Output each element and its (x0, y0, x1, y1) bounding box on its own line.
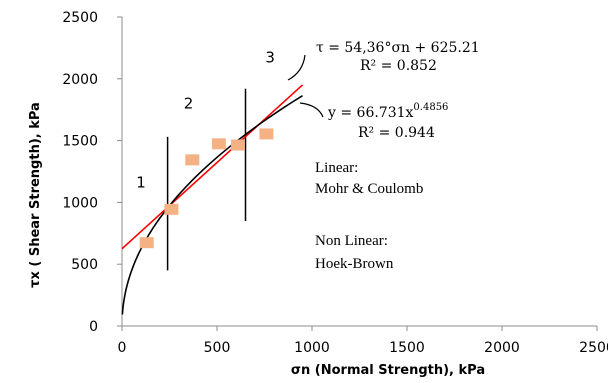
region-number: 3 (265, 49, 275, 67)
data-points (139, 128, 274, 249)
y-tick-label: 1500 (62, 134, 98, 150)
x-tick-label: 2500 (579, 340, 608, 356)
power-equation: y = 66.731x0.4856 (327, 102, 448, 121)
y-tick-label: 2500 (62, 10, 98, 26)
power-r-squared: R² = 0.944 (358, 125, 435, 141)
note-nonlinear-method: Hoek-Brown (315, 256, 394, 272)
region-number: 2 (184, 94, 194, 112)
y-tick-label: 1000 (62, 195, 98, 211)
x-axis-title: σn (Normal Strength), kPa (291, 363, 485, 378)
data-point (211, 138, 226, 150)
linear-equation: τ = 54,36°σn + 625.21 (316, 40, 480, 56)
linear-fit-line (121, 84, 304, 250)
power-fit-curve (121, 95, 303, 315)
y-axis-title: τx ( Shear Strength), kPa (28, 102, 43, 288)
x-tick-label: 1500 (389, 340, 425, 356)
x-tick-label: 500 (204, 340, 231, 356)
x-tick-labels: 0 500 1000 1500 2000 2500 (118, 326, 608, 356)
note-linear-method: Mohr & Coulomb (315, 181, 423, 197)
data-point (164, 203, 179, 215)
region-number: 1 (136, 174, 146, 192)
data-point (139, 237, 154, 249)
linear-eq-leader (287, 54, 306, 81)
data-point (185, 154, 200, 166)
data-point (259, 128, 274, 140)
note-linear-label: Linear: (315, 160, 358, 176)
region-dividers (166, 88, 247, 271)
note-nonlinear-label: Non Linear: (315, 233, 388, 249)
x-tick-label: 2000 (484, 340, 520, 356)
power-eq-leader (299, 102, 324, 118)
y-tick-label: 500 (71, 257, 98, 273)
axes (121, 17, 597, 327)
y-tick-labels: 0 500 1000 1500 2000 2500 (62, 10, 122, 335)
y-tick-label: 0 (89, 319, 98, 335)
x-tick-label: 0 (118, 340, 127, 356)
region-labels: 1 2 3 (136, 49, 275, 192)
linear-r-squared: R² = 0.852 (360, 58, 437, 74)
x-tick-label: 1000 (294, 340, 330, 356)
y-tick-label: 2000 (62, 72, 98, 88)
data-point (230, 139, 245, 151)
